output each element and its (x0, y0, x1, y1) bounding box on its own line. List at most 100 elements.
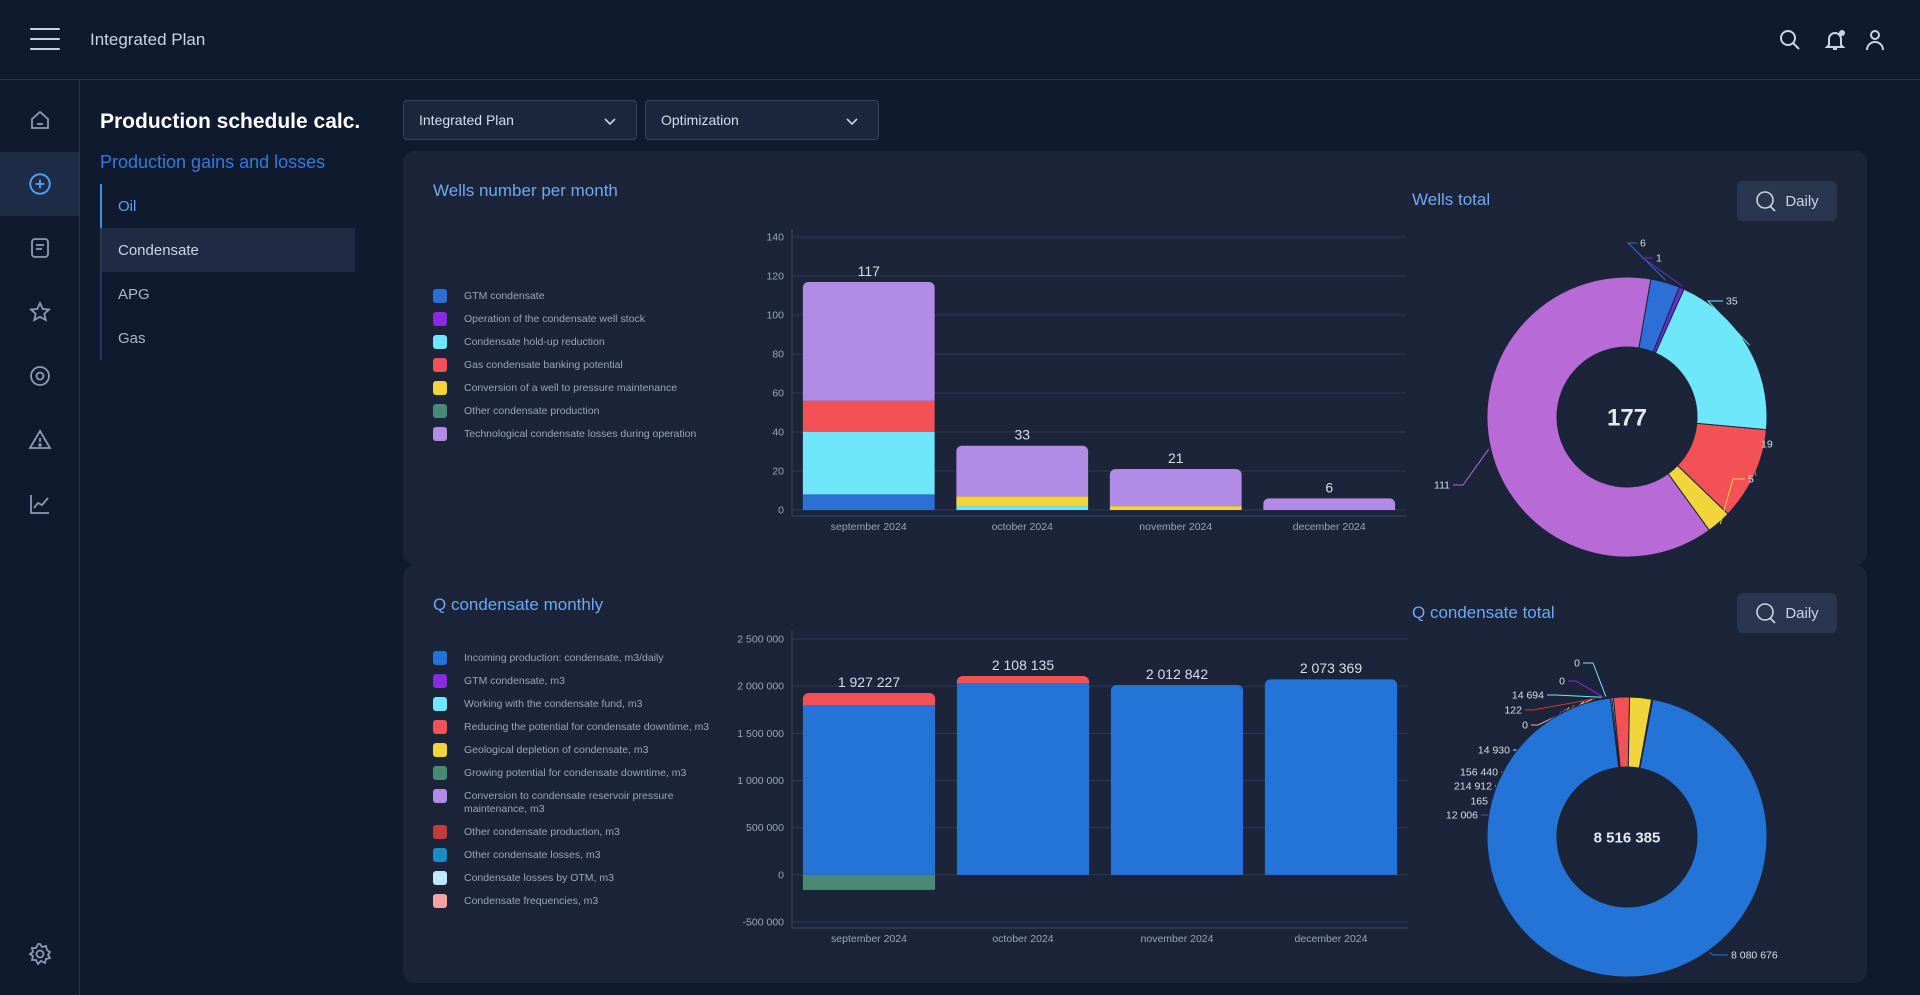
bar-group (1110, 684, 1244, 875)
daily-label: Daily (1785, 604, 1819, 622)
target-settings-icon[interactable] (0, 344, 79, 408)
legend-item: Other condensate production, m3 (433, 825, 709, 848)
legend-swatch (433, 825, 447, 839)
legend-label: Operation of the condensate well stock (464, 313, 645, 325)
q-legend: Incoming production: condensate, m3/dail… (433, 651, 709, 917)
nav-item-gas[interactable]: Gas (100, 316, 355, 360)
bar-total-label: 1 927 227 (838, 674, 900, 690)
legend-label: Working with the condensate fund, m3 (464, 698, 643, 710)
legend-label: Condensate hold-up reduction (464, 336, 605, 348)
legend-item: Condensate frequencies, m3 (433, 894, 709, 917)
donut-leader-line (1453, 448, 1490, 486)
sub-navigation: Production schedule calc. Production gai… (80, 80, 380, 995)
donut-slice-label: 0 (1574, 658, 1580, 670)
wells-daily-button[interactable]: Daily (1737, 181, 1837, 221)
legend-swatch (433, 358, 447, 372)
x-tick-label: november 2024 (1141, 933, 1214, 945)
bar-segment (802, 281, 935, 401)
legend-label: Geological depletion of condensate, m3 (464, 744, 649, 756)
legend-item: Growing potential for condensate downtim… (433, 766, 709, 789)
home-icon[interactable] (0, 88, 79, 152)
donut-slice-label: 156 440 (1460, 767, 1498, 779)
donut-leader-line (1719, 478, 1745, 525)
star-icon[interactable] (0, 280, 79, 344)
bar-segment (802, 432, 935, 495)
plan-select[interactable]: Integrated Plan (403, 100, 637, 140)
donut-slice-label: 165 (1470, 796, 1488, 808)
bar-segment (956, 683, 1090, 875)
donut-slice-label: 6 (1640, 238, 1646, 250)
y-tick-label: 500 000 (746, 822, 784, 834)
legend-item: Gas condensate banking potential (433, 358, 696, 381)
nav-item-oil[interactable]: Oil (100, 184, 355, 228)
donut-slice-label: 214 912 (1454, 781, 1492, 793)
legend-swatch (433, 697, 447, 711)
legend-item: Other condensate production (433, 404, 696, 427)
donut-slice-label: 19 (1761, 439, 1773, 451)
donut-slice (1486, 276, 1710, 558)
legend-swatch (433, 848, 447, 862)
legend-swatch (433, 766, 447, 780)
notification-bell-icon[interactable] (1823, 28, 1847, 52)
settings-gear-icon[interactable] (0, 922, 79, 986)
bar-total-label: 6 (1325, 479, 1333, 495)
y-tick-label: 1 500 000 (737, 728, 784, 740)
x-tick-label: september 2024 (831, 933, 907, 945)
legend-label: Condensate losses by OTM, m3 (464, 872, 614, 884)
x-tick-label: november 2024 (1139, 521, 1212, 533)
legend-label: Other condensate losses, m3 (464, 849, 601, 861)
donut-slice-label: 0 (1559, 676, 1565, 688)
legend-swatch (433, 743, 447, 757)
bar-total-label: 33 (1014, 427, 1030, 443)
donut-center-label: 177 (1607, 404, 1647, 431)
add-circle-icon[interactable] (0, 152, 79, 216)
user-icon[interactable] (1863, 28, 1887, 52)
donut-leader-line (1706, 300, 1750, 346)
bar-group (1264, 679, 1398, 875)
bar-group (802, 281, 935, 510)
q-total-title: Q condensate total (1412, 603, 1555, 622)
wells-total-donut: 61 35 19 5 111 177 (1434, 238, 1773, 558)
bar-segment (1110, 684, 1244, 875)
bar-segment (1109, 469, 1242, 507)
legend-label: Gas condensate banking potential (464, 359, 623, 371)
warning-icon[interactable] (0, 408, 79, 472)
x-tick-label: december 2024 (1293, 521, 1366, 533)
bar-segment (956, 506, 1089, 510)
bar-segment (1264, 679, 1398, 875)
bar-segment (956, 675, 1090, 684)
donut-slice (1654, 288, 1768, 431)
bar-total-label: 117 (858, 263, 881, 279)
q-monthly-title: Q condensate monthly (433, 595, 604, 614)
legend-item: GTM condensate (433, 289, 696, 312)
nav-item-condensate[interactable]: Condensate (100, 228, 355, 272)
line-chart-icon[interactable] (0, 472, 79, 536)
legend-swatch (433, 335, 447, 349)
legend-item: Other condensate losses, m3 (433, 848, 709, 871)
nav-item-apg[interactable]: APG (100, 272, 355, 316)
legend-swatch (433, 789, 447, 803)
mode-select[interactable]: Optimization (645, 100, 879, 140)
wells-monthly-title: Wells number per month (433, 181, 618, 200)
mode-select-value: Optimization (661, 112, 739, 128)
donut-leader-line (1626, 242, 1667, 281)
menu-icon[interactable] (30, 28, 60, 50)
bar-segment (802, 705, 936, 875)
legend-swatch (433, 381, 447, 395)
document-icon[interactable] (0, 216, 79, 280)
section-subtitle[interactable]: Production gains and losses (100, 152, 326, 172)
product-list: Oil Condensate APG Gas (100, 184, 355, 360)
y-tick-label: 20 (772, 466, 784, 478)
x-tick-label: september 2024 (831, 521, 907, 533)
search-icon[interactable] (1778, 28, 1802, 52)
y-tick-label: 100 (766, 310, 784, 322)
bar-segment (1109, 506, 1242, 510)
legend-label: Other condensate production, m3 (464, 826, 620, 838)
y-tick-label: 2 500 000 (737, 634, 784, 646)
wells-total-title: Wells total (1412, 190, 1491, 209)
q-daily-button[interactable]: Daily (1737, 593, 1837, 633)
bar-segment (1263, 498, 1396, 510)
donut-slice-label: 14 694 (1512, 690, 1544, 702)
donut-slice (1486, 697, 1768, 978)
donut-leader-line (1525, 698, 1595, 711)
